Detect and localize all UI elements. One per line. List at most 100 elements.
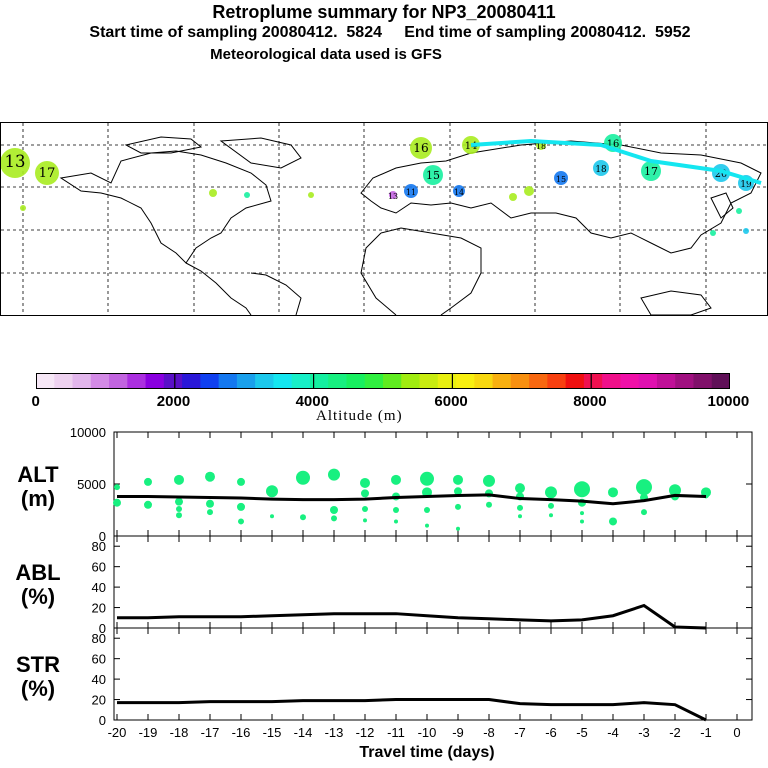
altitude-cluster-dot xyxy=(486,501,492,508)
plume-dot xyxy=(423,165,443,185)
colorbar-swatch xyxy=(693,373,713,389)
colorbar-swatch xyxy=(456,373,475,389)
altitude-cluster-dot xyxy=(636,479,652,496)
colorbar-swatch xyxy=(218,373,238,389)
altitude-cluster-dot xyxy=(425,523,429,528)
colorbar-swatch xyxy=(656,373,676,389)
y-tick-label: 0 xyxy=(99,529,106,544)
plume-day-label: 20 xyxy=(715,169,728,180)
plume-dot xyxy=(35,161,59,185)
y-tick-label: 80 xyxy=(92,539,106,554)
plume-dot xyxy=(453,185,465,197)
colorbar-tick-label: 6000 xyxy=(434,393,468,410)
altitude-cluster-dot xyxy=(362,505,368,512)
altitude-cluster-dot xyxy=(361,489,369,498)
sampling-time-line: Start time of sampling 20080412. 5824 En… xyxy=(89,24,691,41)
y-tick-label: 60 xyxy=(92,560,106,575)
altitude-cluster-dot xyxy=(483,474,495,487)
altitude-cluster-dot xyxy=(237,502,245,511)
altitude-cluster-dot xyxy=(176,505,182,512)
x-tick-label: -9 xyxy=(452,725,464,740)
y-tick-label: 0 xyxy=(99,621,106,636)
plume-day-label: 15 xyxy=(556,175,566,184)
colorbar-swatch xyxy=(273,373,293,389)
altitude-cluster-dot xyxy=(517,504,523,511)
colorbar-swatch xyxy=(236,373,256,389)
altitude-cluster-dot xyxy=(548,502,554,509)
y-axis-unit: (%) xyxy=(21,584,55,609)
altitude-cluster-dot xyxy=(175,497,183,506)
altitude-cluster-dot xyxy=(363,518,367,523)
colorbar-swatch xyxy=(620,373,640,389)
colorbar-swatch xyxy=(364,373,384,389)
y-axis-label: ABL xyxy=(15,560,60,585)
map-graticule xyxy=(1,123,767,315)
x-tick-label: -14 xyxy=(294,725,313,740)
x-tick-label: -17 xyxy=(201,725,220,740)
y-tick-label: 80 xyxy=(92,631,106,646)
plume-day-label: 18 xyxy=(536,142,546,151)
plume-dot xyxy=(524,186,534,196)
colorbar-swatch xyxy=(638,373,658,389)
altitude-cluster-dot xyxy=(422,487,432,498)
x-tick-label: -20 xyxy=(108,725,127,740)
plume-dot xyxy=(389,191,397,199)
world-map-panel: 16 14 13 17 15 18 16 17 20 19 18 15 14 11 13 xyxy=(0,122,768,316)
colorbar-swatch xyxy=(529,373,548,389)
colorbar-swatch xyxy=(72,373,92,389)
colorbar-swatch xyxy=(383,373,402,389)
altitude-cluster-dot xyxy=(394,519,398,524)
altitude-cluster-dot xyxy=(174,474,184,485)
panel-alt: 10000 5000 0 ALT(m) xyxy=(17,425,753,544)
y-tick-label: 5000 xyxy=(77,477,106,492)
altitude-cluster-dot xyxy=(300,514,306,521)
colorbar-swatch xyxy=(145,373,165,389)
map-canvas: 16 14 13 17 15 18 16 17 20 19 18 15 14 11 13 xyxy=(1,123,767,315)
colorbar-swatch xyxy=(36,373,55,389)
altitude-cluster-dot xyxy=(113,498,121,507)
colorbar-swatch xyxy=(675,373,694,389)
plume-dot xyxy=(743,228,749,234)
plume-track xyxy=(470,138,762,185)
colorbar-swatch xyxy=(200,373,220,389)
x-tick-label: -15 xyxy=(263,725,282,740)
x-tick-label: -19 xyxy=(139,725,158,740)
plot-title: Retroplume summary for NP3_20080411 xyxy=(212,2,556,22)
altitude-cluster-dot xyxy=(641,509,647,516)
plume-day-label: 18 xyxy=(595,165,606,175)
colorbar-swatch xyxy=(401,373,421,389)
y-tick-label: 0 xyxy=(99,713,106,728)
altitude-cluster-dot xyxy=(328,468,340,481)
colorbar-swatch xyxy=(346,373,366,389)
altitude-cluster-dot xyxy=(296,470,310,485)
plume-dot xyxy=(244,192,250,198)
altitude-cluster-dot xyxy=(580,511,584,516)
altitude-cluster-dot xyxy=(518,514,522,519)
x-tick-label: -11 xyxy=(387,725,405,740)
x-axis-label: Travel time (days) xyxy=(359,744,494,761)
plume-markers: 16 14 13 17 15 18 16 17 20 19 18 15 14 11 13 xyxy=(1,134,762,236)
colorbar-swatch xyxy=(328,373,347,389)
altitude-cluster-dot xyxy=(515,483,525,494)
altitude-cluster-dot xyxy=(144,500,152,509)
y-tick-label: 20 xyxy=(92,601,106,616)
x-tick-label: -10 xyxy=(418,725,437,740)
altitude-cluster-dot xyxy=(455,503,461,510)
colorbar-swatch xyxy=(474,373,494,389)
plume-day-label: 19 xyxy=(740,180,751,190)
colorbar-swatch xyxy=(309,373,329,389)
altitude-cluster-dot xyxy=(456,526,460,531)
altitude-cluster-dot xyxy=(206,499,214,508)
abl-series-line xyxy=(117,603,707,630)
altitude-cluster-dot xyxy=(144,477,152,486)
altitude-cluster-dot xyxy=(330,506,338,514)
colorbar-label: Altitude (m) xyxy=(316,408,403,424)
y-tick-label: 10000 xyxy=(70,425,106,440)
plume-dot xyxy=(554,171,568,185)
altitude-cluster-dot xyxy=(549,513,553,518)
colorbar-swatch xyxy=(109,373,128,389)
x-tick-label: -3 xyxy=(638,725,650,740)
x-tick-label: -12 xyxy=(356,725,375,740)
plume-day-label: 17 xyxy=(644,165,658,178)
x-tick-label: -7 xyxy=(514,725,526,740)
